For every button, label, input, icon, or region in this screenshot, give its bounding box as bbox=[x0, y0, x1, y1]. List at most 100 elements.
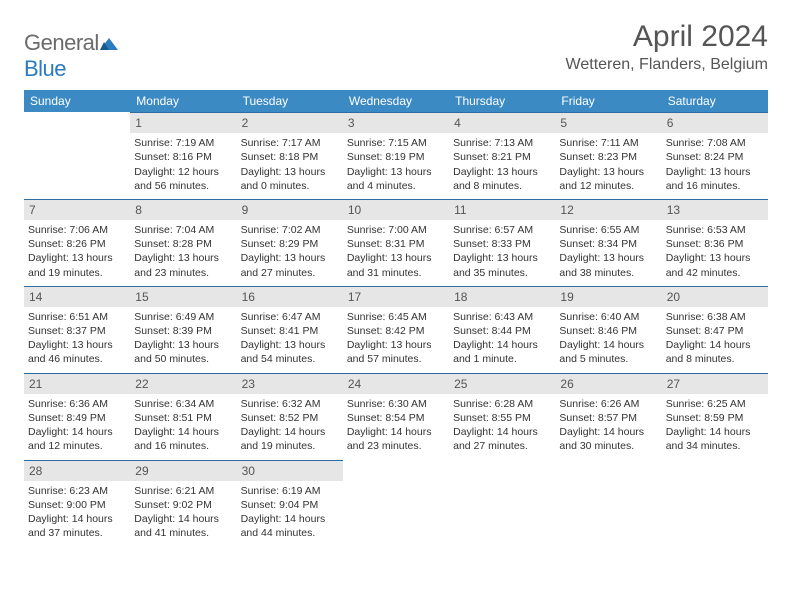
daylight-line: Daylight: 13 hours bbox=[241, 338, 339, 352]
weekday-row: SundayMondayTuesdayWednesdayThursdayFrid… bbox=[24, 90, 768, 112]
daylight-line: Daylight: 14 hours bbox=[134, 512, 232, 526]
calendar-body: 1Sunrise: 7:19 AMSunset: 8:16 PMDaylight… bbox=[24, 112, 768, 546]
daylight-line: and 27 minutes. bbox=[241, 266, 339, 280]
weekday-header: Monday bbox=[130, 90, 236, 112]
sunset-line: Sunset: 8:42 PM bbox=[347, 324, 445, 338]
daylight-line: and 8 minutes. bbox=[666, 352, 764, 366]
calendar-cell: 5Sunrise: 7:11 AMSunset: 8:23 PMDaylight… bbox=[555, 112, 661, 199]
daylight-line: and 23 minutes. bbox=[134, 266, 232, 280]
sunrise-line: Sunrise: 7:00 AM bbox=[347, 223, 445, 237]
sunrise-line: Sunrise: 6:45 AM bbox=[347, 310, 445, 324]
calendar-cell: 17 Sunrise: 6:45 AMSunset: 8:42 PMDayligh… bbox=[343, 286, 449, 373]
daylight-line: Daylight: 13 hours bbox=[666, 251, 764, 265]
weekday-header: Saturday bbox=[662, 90, 768, 112]
day-number: 3 bbox=[343, 112, 449, 133]
sunset-line: Sunset: 9:04 PM bbox=[241, 498, 339, 512]
calendar-cell bbox=[343, 460, 449, 547]
sunrise-line: Sunrise: 7:19 AM bbox=[134, 136, 232, 150]
calendar-head: SundayMondayTuesdayWednesdayThursdayFrid… bbox=[24, 90, 768, 112]
daylight-line: Daylight: 13 hours bbox=[453, 251, 551, 265]
day-number: 17 bbox=[343, 286, 449, 307]
daylight-line: Daylight: 13 hours bbox=[559, 165, 657, 179]
daylight-line: and 35 minutes. bbox=[453, 266, 551, 280]
sunset-line: Sunset: 8:54 PM bbox=[347, 411, 445, 425]
daylight-line: Daylight: 13 hours bbox=[241, 165, 339, 179]
sunset-line: Sunset: 8:57 PM bbox=[559, 411, 657, 425]
daylight-line: Daylight: 14 hours bbox=[666, 338, 764, 352]
day-number: 6 bbox=[662, 112, 768, 133]
calendar-cell: 4Sunrise: 7:13 AMSunset: 8:21 PMDaylight… bbox=[449, 112, 555, 199]
daylight-line: and 37 minutes. bbox=[28, 526, 126, 540]
daylight-line: Daylight: 14 hours bbox=[28, 425, 126, 439]
daylight-line: and 44 minutes. bbox=[241, 526, 339, 540]
daylight-line: Daylight: 13 hours bbox=[347, 338, 445, 352]
sunrise-line: Sunrise: 6:57 AM bbox=[453, 223, 551, 237]
calendar-cell: 21 Sunrise: 6:36 AMSunset: 8:49 PMDayligh… bbox=[24, 373, 130, 460]
sunrise-line: Sunrise: 6:53 AM bbox=[666, 223, 764, 237]
daylight-line: Daylight: 12 hours bbox=[134, 165, 232, 179]
daylight-line: and 46 minutes. bbox=[28, 352, 126, 366]
calendar-cell bbox=[555, 460, 661, 547]
header: GeneralBlue April 2024 Wetteren, Flander… bbox=[24, 20, 768, 82]
weekday-header: Sunday bbox=[24, 90, 130, 112]
daylight-line: Daylight: 13 hours bbox=[134, 251, 232, 265]
sunset-line: Sunset: 8:21 PM bbox=[453, 150, 551, 164]
calendar-week: 7Sunrise: 7:06 AMSunset: 8:26 PMDaylight… bbox=[24, 199, 768, 286]
daylight-line: Daylight: 14 hours bbox=[559, 425, 657, 439]
calendar-cell: 11Sunrise: 6:57 AMSunset: 8:33 PMDayligh… bbox=[449, 199, 555, 286]
sunset-line: Sunset: 8:47 PM bbox=[666, 324, 764, 338]
day-number: 16 bbox=[237, 286, 343, 307]
sunset-line: Sunset: 8:41 PM bbox=[241, 324, 339, 338]
sunrise-line: Sunrise: 7:06 AM bbox=[28, 223, 126, 237]
sunset-line: Sunset: 8:36 PM bbox=[666, 237, 764, 251]
calendar-cell: 6Sunrise: 7:08 AMSunset: 8:24 PMDaylight… bbox=[662, 112, 768, 199]
daylight-line: and 42 minutes. bbox=[666, 266, 764, 280]
day-number: 14 bbox=[24, 286, 130, 307]
day-number: 2 bbox=[237, 112, 343, 133]
sunset-line: Sunset: 8:49 PM bbox=[28, 411, 126, 425]
daylight-line: Daylight: 13 hours bbox=[28, 251, 126, 265]
sunset-line: Sunset: 8:59 PM bbox=[666, 411, 764, 425]
sunset-line: Sunset: 8:24 PM bbox=[666, 150, 764, 164]
daylight-line: and 23 minutes. bbox=[347, 439, 445, 453]
day-number: 25 bbox=[449, 373, 555, 394]
calendar-cell: 29Sunrise: 6:21 AMSunset: 9:02 PMDayligh… bbox=[130, 460, 236, 547]
day-number: 5 bbox=[555, 112, 661, 133]
day-number: 21 bbox=[24, 373, 130, 394]
calendar-cell: 16Sunrise: 6:47 AMSunset: 8:41 PMDayligh… bbox=[237, 286, 343, 373]
daylight-line: and 16 minutes. bbox=[666, 179, 764, 193]
calendar-cell: 27Sunrise: 6:25 AMSunset: 8:59 PMDayligh… bbox=[662, 373, 768, 460]
daylight-line: and 50 minutes. bbox=[134, 352, 232, 366]
calendar-week: 14Sunrise: 6:51 AMSunset: 8:37 PMDayligh… bbox=[24, 286, 768, 373]
sunrise-line: Sunrise: 6:55 AM bbox=[559, 223, 657, 237]
sunrise-line: Sunrise: 6:30 AM bbox=[347, 397, 445, 411]
calendar-week: 21Sunrise: 6:36 AMSunset: 8:49 PMDayligh… bbox=[24, 373, 768, 460]
day-number: 22 bbox=[130, 373, 236, 394]
weekday-header: Wednesday bbox=[343, 90, 449, 112]
calendar-cell: 14Sunrise: 6:51 AMSunset: 8:37 PMDayligh… bbox=[24, 286, 130, 373]
sunset-line: Sunset: 8:23 PM bbox=[559, 150, 657, 164]
logo-text: GeneralBlue bbox=[24, 30, 118, 82]
sunrise-line: Sunrise: 6:51 AM bbox=[28, 310, 126, 324]
sunset-line: Sunset: 8:52 PM bbox=[241, 411, 339, 425]
calendar-cell: 1Sunrise: 7:19 AMSunset: 8:16 PMDaylight… bbox=[130, 112, 236, 199]
sunrise-line: Sunrise: 7:15 AM bbox=[347, 136, 445, 150]
calendar-week: 28Sunrise: 6:23 AMSunset: 9:00 PMDayligh… bbox=[24, 460, 768, 547]
weekday-header: Thursday bbox=[449, 90, 555, 112]
daylight-line: and 19 minutes. bbox=[28, 266, 126, 280]
daylight-line: and 30 minutes. bbox=[559, 439, 657, 453]
calendar-cell bbox=[662, 460, 768, 547]
day-number: 4 bbox=[449, 112, 555, 133]
sunset-line: Sunset: 8:39 PM bbox=[134, 324, 232, 338]
title-block: April 2024 Wetteren, Flanders, Belgium bbox=[566, 20, 768, 74]
day-number: 28 bbox=[24, 460, 130, 481]
month-title: April 2024 bbox=[566, 20, 768, 54]
daylight-line: and 19 minutes. bbox=[241, 439, 339, 453]
calendar-cell: 30Sunrise: 6:19 AMSunset: 9:04 PMDayligh… bbox=[237, 460, 343, 547]
daylight-line: and 12 minutes. bbox=[28, 439, 126, 453]
daylight-line: Daylight: 14 hours bbox=[241, 512, 339, 526]
sunrise-line: Sunrise: 6:19 AM bbox=[241, 484, 339, 498]
daylight-line: Daylight: 14 hours bbox=[559, 338, 657, 352]
sunrise-line: Sunrise: 6:36 AM bbox=[28, 397, 126, 411]
daylight-line: Daylight: 13 hours bbox=[559, 251, 657, 265]
